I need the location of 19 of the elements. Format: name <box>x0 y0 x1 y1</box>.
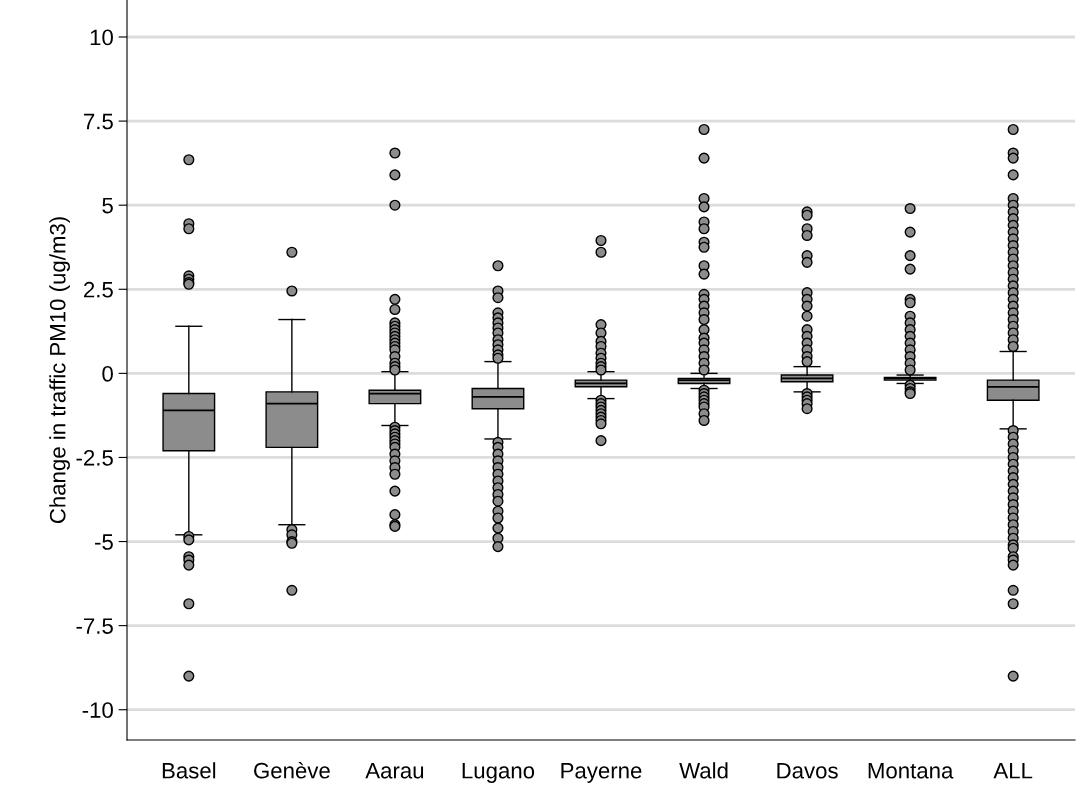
y-tick-label: 7.5 <box>84 113 113 130</box>
x-tick-label: Lugano <box>462 763 535 783</box>
y-tick-label: -7.5 <box>76 618 113 634</box>
y-tick-label: 0 <box>102 365 113 382</box>
x-tick-label: ALL <box>993 763 1033 779</box>
x-tick-label: Aarau <box>365 763 424 779</box>
x-tick-label: Montana <box>868 763 954 779</box>
x-tick-label: Basel <box>162 762 216 779</box>
y-tick-label: -5 <box>95 534 113 550</box>
y-axis-title: Change in traffic PM10 (ug/m3) <box>49 217 70 524</box>
x-tick-label: Davos <box>777 763 838 779</box>
y-tick-label: 10 <box>90 29 113 46</box>
x-tick-label: Wald <box>679 762 728 779</box>
y-tick-label: 2.5 <box>84 281 113 298</box>
y-tick-label: -10 <box>82 702 113 718</box>
x-tick-label: Genève <box>254 761 330 779</box>
y-tick-label: 5 <box>102 197 113 214</box>
y-tick-label: -2.5 <box>76 449 113 466</box>
x-tick-label: Payerne <box>561 763 642 783</box>
